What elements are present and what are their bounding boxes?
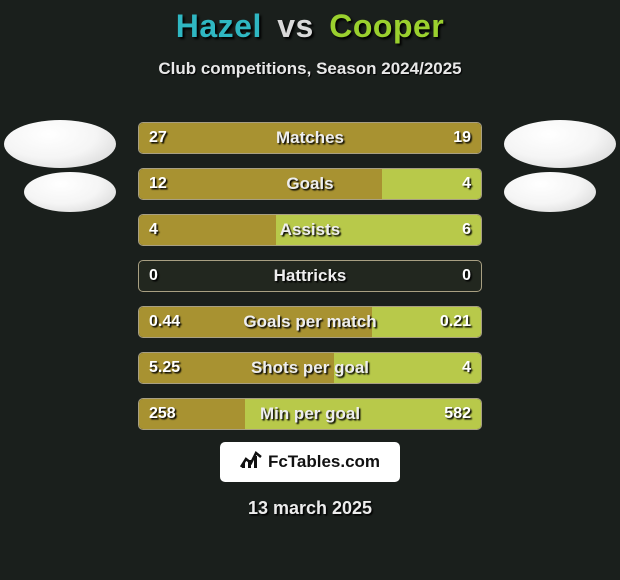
stat-row: Matches27 19 (138, 122, 482, 154)
avatar-left-secondary (24, 172, 116, 212)
stat-value-right: 4 (462, 169, 471, 200)
stat-value-right: 4 (462, 353, 471, 384)
stat-row: Shots per goal5.25 4 (138, 352, 482, 384)
stat-row: Min per goal258 582 (138, 398, 482, 430)
stat-value-left: 5.25 (149, 353, 180, 384)
stat-row: Hattricks0 0 (138, 260, 482, 292)
stat-label: Assists (139, 215, 481, 246)
stat-value-right: 19 (453, 123, 471, 154)
title-player-b: Cooper (329, 8, 444, 44)
stat-row: Assists4 6 (138, 214, 482, 246)
stat-label: Shots per goal (139, 353, 481, 384)
stat-label: Goals (139, 169, 481, 200)
stat-value-left: 12 (149, 169, 167, 200)
stat-value-left: 0 (149, 261, 158, 292)
footer-brand: FcTables.com (220, 442, 400, 482)
stat-row: Goals per match0.44 0.21 (138, 306, 482, 338)
subtitle: Club competitions, Season 2024/2025 (0, 59, 620, 79)
stat-value-left: 4 (149, 215, 158, 246)
stat-label: Hattricks (139, 261, 481, 292)
stat-label: Min per goal (139, 399, 481, 430)
stat-label: Goals per match (139, 307, 481, 338)
stat-value-right: 582 (444, 399, 471, 430)
title-player-a: Hazel (176, 8, 262, 44)
chart-icon (240, 449, 262, 475)
avatar-left-primary (4, 120, 116, 168)
footer-brand-text: FcTables.com (268, 452, 380, 472)
footer-date: 13 march 2025 (0, 498, 620, 519)
title-vs: vs (277, 8, 314, 44)
stat-value-left: 0.44 (149, 307, 180, 338)
avatar-right-primary (504, 120, 616, 168)
page-title: Hazel vs Cooper (0, 0, 620, 45)
stat-value-right: 0 (462, 261, 471, 292)
stat-value-right: 0.21 (440, 307, 471, 338)
stat-value-right: 6 (462, 215, 471, 246)
page-root: Hazel vs Cooper Club competitions, Seaso… (0, 0, 620, 580)
stat-value-left: 27 (149, 123, 167, 154)
stat-row: Goals12 4 (138, 168, 482, 200)
stats-bars: Matches2719Goals124Assists46Hattricks00G… (138, 122, 482, 444)
stat-value-left: 258 (149, 399, 176, 430)
stat-label: Matches (139, 123, 481, 154)
avatar-right-secondary (504, 172, 596, 212)
